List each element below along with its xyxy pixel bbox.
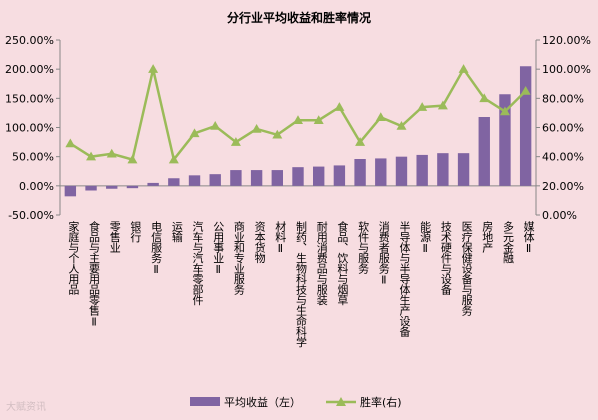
bar <box>375 158 387 186</box>
bar <box>478 117 490 186</box>
win-rate-point <box>272 129 283 139</box>
category-label: 半导体与半导体生产设备 <box>398 220 411 338</box>
win-rate-point <box>396 121 407 130</box>
category-label: 技术硬件与设备 <box>439 221 452 296</box>
category-label: 汽车与汽车零部件 <box>191 220 204 307</box>
win-rate-point <box>375 112 386 122</box>
right-axis-tick-label: 0.00% <box>542 209 577 222</box>
category-label: 媒体Ⅱ <box>522 221 535 255</box>
right-axis-tick-label: 60.00% <box>542 122 584 135</box>
category-label: 银行 <box>129 220 142 244</box>
bar <box>85 185 97 191</box>
win-rate-point <box>313 115 324 124</box>
bar <box>168 178 180 186</box>
category-label: 医疗保健设备与服务 <box>460 221 473 316</box>
win-rate-point <box>417 102 428 111</box>
win-rate-point <box>65 138 76 148</box>
plot-area: -50.00% 0.00% 50.00% 100.00% 150.00% 200.00% 2… <box>5 34 591 347</box>
right-axis-tick-label: 40.00% <box>542 151 584 164</box>
left-axis-tick-label: 0.00% <box>19 180 54 193</box>
bar <box>395 156 408 186</box>
bar <box>437 153 449 186</box>
win-rate-point <box>230 137 241 146</box>
win-rate-point <box>334 102 345 111</box>
right-axis-tick-label: 80.00% <box>542 92 584 105</box>
bar <box>106 185 118 189</box>
bar <box>333 165 346 186</box>
bar <box>126 185 139 189</box>
chart-title: 分行业平均收益和胜率情况 <box>227 10 371 25</box>
bar <box>64 185 77 197</box>
legend-swatch-bar <box>190 397 220 406</box>
win-rate-point <box>251 123 262 133</box>
category-label: 零售业 <box>108 221 121 253</box>
win-rate-point <box>437 100 448 110</box>
win-rate-point <box>479 93 490 103</box>
bar <box>499 94 511 186</box>
win-rate-point <box>168 154 179 164</box>
left-axis-tick-label: 100.00% <box>5 122 54 135</box>
category-label: 多元金融 <box>501 220 514 265</box>
bar <box>271 170 283 186</box>
category-label: 食品与主要用品零售Ⅱ <box>88 220 101 328</box>
category-label: 家庭与个人用品 <box>67 220 80 295</box>
win-rate-point <box>355 137 366 146</box>
bar <box>230 170 242 186</box>
left-axis-tick-label: 250.00% <box>5 34 54 47</box>
legend-swatch-marker <box>336 397 346 406</box>
watermark: 大赋资讯 <box>6 402 46 413</box>
bar <box>457 153 470 186</box>
bar <box>354 159 366 186</box>
bar <box>250 170 263 186</box>
bar <box>188 175 201 186</box>
category-label: 软件与服务 <box>357 220 370 274</box>
left-axis-tick-label: 50.00% <box>12 151 54 164</box>
right-axis-tick-label: 100.00% <box>542 63 591 76</box>
category-label: 食品、饮料与烟草 <box>336 220 349 306</box>
bar <box>313 166 325 186</box>
win-rate-point <box>189 128 200 138</box>
right-axis-tick-label: 20.00% <box>542 180 584 193</box>
category-label: 公用事业Ⅱ <box>212 221 225 276</box>
win-rate-point <box>106 148 117 158</box>
legend-label-bar: 平均收益（左） <box>224 395 301 409</box>
category-label: 制药、生物科技与生命科学 <box>295 221 308 348</box>
win-rate-point <box>210 121 221 130</box>
bar <box>292 167 304 186</box>
category-label: 消费者服务Ⅱ <box>377 220 390 286</box>
left-axis-tick-label: -50.00% <box>8 209 54 222</box>
bar <box>147 182 159 186</box>
win-rate-point <box>127 154 138 164</box>
category-label: 房地产 <box>481 221 494 254</box>
legend-label-line: 胜率(右) <box>360 395 402 409</box>
win-rate-point <box>86 151 97 161</box>
bar <box>416 154 428 186</box>
legend: 平均收益（左） 胜率(右) <box>190 395 402 409</box>
category-label: 商业和专业服务 <box>232 220 245 295</box>
category-label: 运输 <box>170 221 183 244</box>
win-rate-point <box>520 86 531 95</box>
win-rate-line <box>69 66 527 163</box>
category-label: 材料Ⅱ <box>274 220 287 255</box>
left-axis-tick-label: 200.00% <box>5 63 54 76</box>
category-label: 资本货物 <box>253 221 266 264</box>
right-axis-tick-label: 120.00% <box>542 34 591 47</box>
win-rate-point <box>293 115 303 124</box>
category-label: 能源Ⅱ <box>419 220 432 255</box>
left-axis-tick-label: 150.00% <box>5 92 54 105</box>
category-label: 电信服务Ⅱ <box>150 221 163 276</box>
category-label: 耐用消费品与服装 <box>315 221 328 307</box>
bar <box>209 174 221 186</box>
win-rate-point <box>148 64 159 73</box>
bar <box>519 66 532 186</box>
win-rate-point <box>458 64 469 73</box>
win-rate-point <box>499 106 510 116</box>
